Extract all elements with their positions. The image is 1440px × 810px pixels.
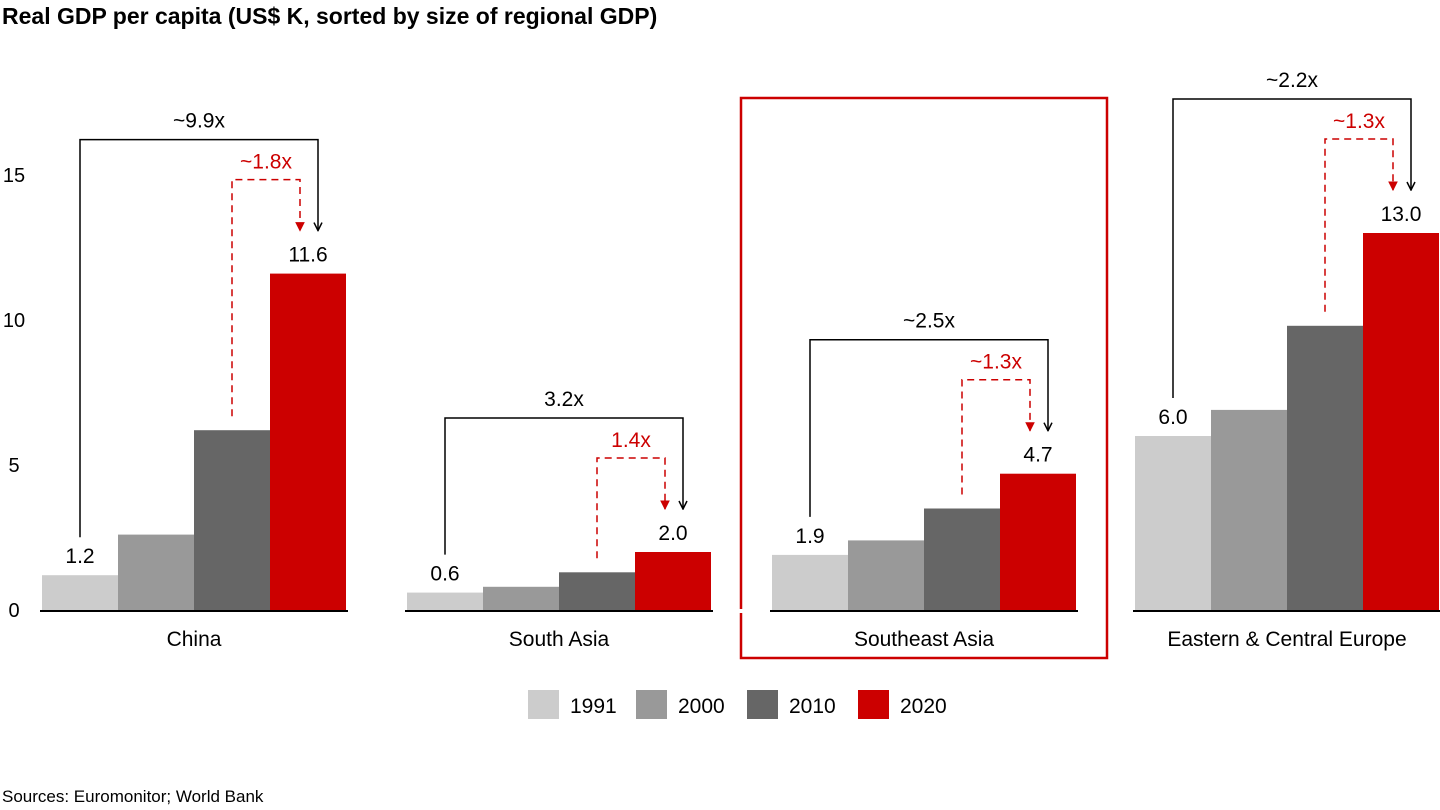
bar-2020-2 bbox=[1000, 473, 1076, 610]
legend-swatch-1991 bbox=[528, 690, 559, 719]
bar-2000-3 bbox=[1211, 409, 1287, 610]
growth-bracket-red bbox=[961, 378, 1030, 495]
y-tick-label: 5 bbox=[8, 455, 19, 477]
bar-2010-1 bbox=[559, 572, 635, 610]
value-label: 1.2 bbox=[65, 545, 94, 568]
value-label: 1.9 bbox=[795, 525, 824, 548]
chart-title: Real GDP per capita (US$ K, sorted by si… bbox=[2, 3, 658, 29]
growth-label-black: ~9.9x bbox=[173, 110, 225, 133]
growth-bracket-red bbox=[1324, 138, 1393, 312]
bar-2020-3 bbox=[1363, 233, 1439, 610]
y-tick-label: 15 bbox=[3, 165, 25, 187]
value-label: 11.6 bbox=[288, 244, 327, 267]
bar-2020-1 bbox=[635, 552, 711, 610]
highlight-box bbox=[739, 96, 1109, 660]
y-tick-label: 0 bbox=[8, 600, 19, 622]
bar-2000-2 bbox=[848, 540, 924, 610]
category-label: South Asia bbox=[509, 628, 610, 651]
growth-bracket-black bbox=[444, 417, 683, 555]
legend-label: 2010 bbox=[789, 695, 836, 718]
growth-bracket-black bbox=[1172, 98, 1411, 398]
bar-2000-1 bbox=[483, 586, 559, 610]
growth-label-red: ~1.3x bbox=[970, 351, 1022, 374]
value-label: 2.0 bbox=[658, 522, 687, 545]
growth-label-black: 3.2x bbox=[544, 388, 584, 411]
bar-1991-0 bbox=[42, 575, 118, 610]
bar-2000-0 bbox=[118, 534, 194, 610]
y-axis: 0 5 10 15 bbox=[3, 165, 1440, 622]
category-labels: China South Asia Southeast Asia Eastern & C… bbox=[167, 628, 1407, 651]
legend: 1991 2000 2010 2020 bbox=[528, 690, 947, 719]
bar-1991-1 bbox=[407, 592, 483, 610]
growth-bracket-red bbox=[231, 178, 300, 417]
y-tick-label: 10 bbox=[3, 310, 25, 332]
bar-chart: 0 5 10 15 ~9.9x ~1.8x 3.2x 1.4x ~2.5x ~1.3x ~2.2x… bbox=[3, 69, 1440, 719]
bar-2010-0 bbox=[194, 430, 270, 610]
bar-1991-2 bbox=[772, 554, 848, 610]
growth-bracket-black bbox=[809, 338, 1048, 517]
highlight-layer bbox=[732, 96, 1109, 660]
value-label: 4.7 bbox=[1023, 444, 1052, 467]
bars bbox=[42, 233, 1439, 610]
value-label: 6.0 bbox=[1158, 406, 1187, 429]
bar-2010-3 bbox=[1287, 325, 1363, 610]
value-labels: 1.2 11.6 0.6 2.0 1.9 4.7 6.0 13.0 bbox=[65, 203, 1421, 586]
bar-2010-2 bbox=[924, 508, 1000, 610]
growth-label-red: ~1.8x bbox=[240, 151, 292, 174]
category-label: Eastern & Central Europe bbox=[1167, 628, 1406, 651]
legend-label: 2020 bbox=[900, 695, 947, 718]
bar-1991-3 bbox=[1135, 436, 1211, 610]
growth-label-red: 1.4x bbox=[611, 429, 651, 452]
growth-bracket-black bbox=[79, 138, 318, 538]
category-label: Southeast Asia bbox=[854, 628, 994, 651]
legend-swatch-2000 bbox=[636, 690, 667, 719]
growth-bracket-red bbox=[596, 457, 665, 559]
category-label: China bbox=[167, 628, 222, 651]
growth-label-red: ~1.3x bbox=[1333, 110, 1385, 133]
legend-swatch-2010 bbox=[747, 690, 778, 719]
growth-annotations: ~9.9x ~1.8x 3.2x 1.4x ~2.5x ~1.3x ~2.2x ~1.3x bbox=[79, 69, 1411, 559]
legend-swatch-2020 bbox=[858, 690, 889, 719]
value-label: 0.6 bbox=[430, 563, 459, 586]
source-note: Sources: Euromonitor; World Bank bbox=[2, 787, 264, 806]
bar-2020-0 bbox=[270, 273, 346, 610]
legend-label: 2000 bbox=[678, 695, 725, 718]
growth-label-black: ~2.2x bbox=[1266, 69, 1318, 92]
growth-label-black: ~2.5x bbox=[903, 310, 955, 333]
value-label: 13.0 bbox=[1381, 203, 1422, 226]
legend-label: 1991 bbox=[570, 695, 617, 718]
